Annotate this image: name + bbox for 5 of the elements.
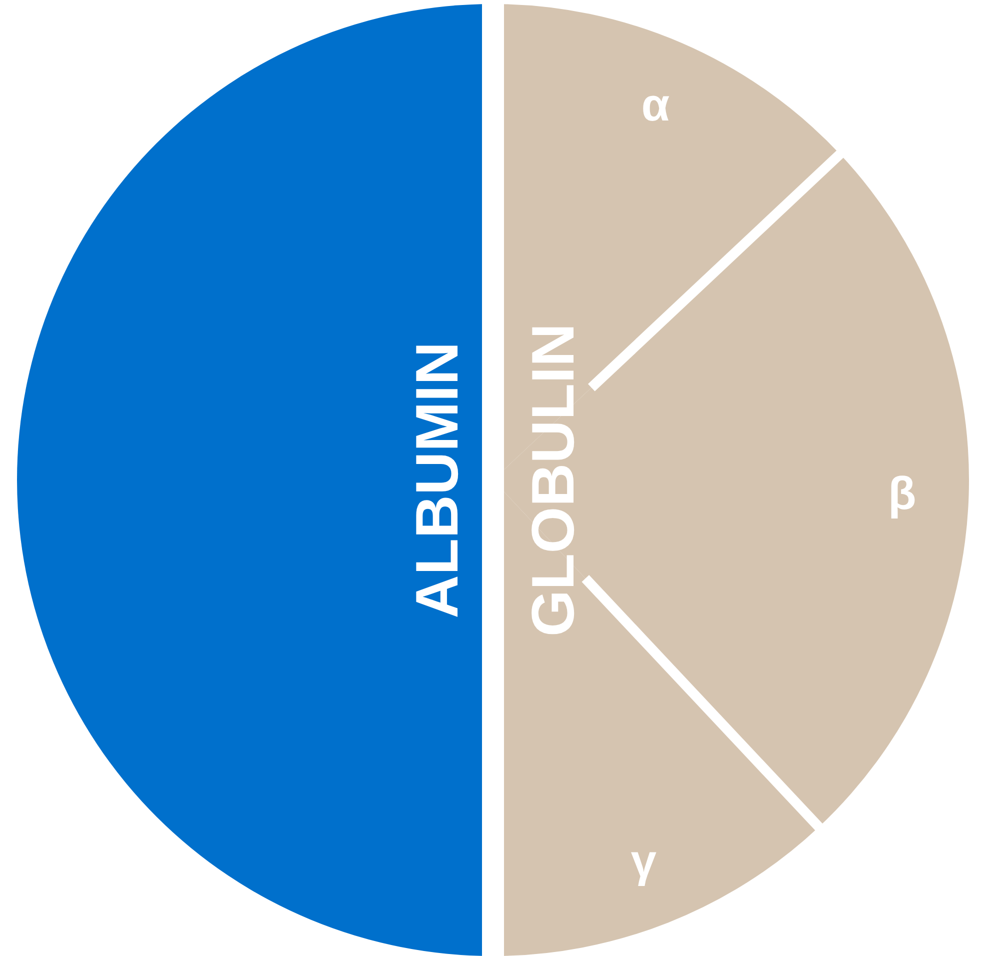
slice-label: β [888,466,916,519]
slice-label: γ [630,834,657,887]
text: GLOBULIN [520,323,586,637]
slice-label: α [641,78,670,130]
slice-label: ALBUMIN [404,342,470,618]
